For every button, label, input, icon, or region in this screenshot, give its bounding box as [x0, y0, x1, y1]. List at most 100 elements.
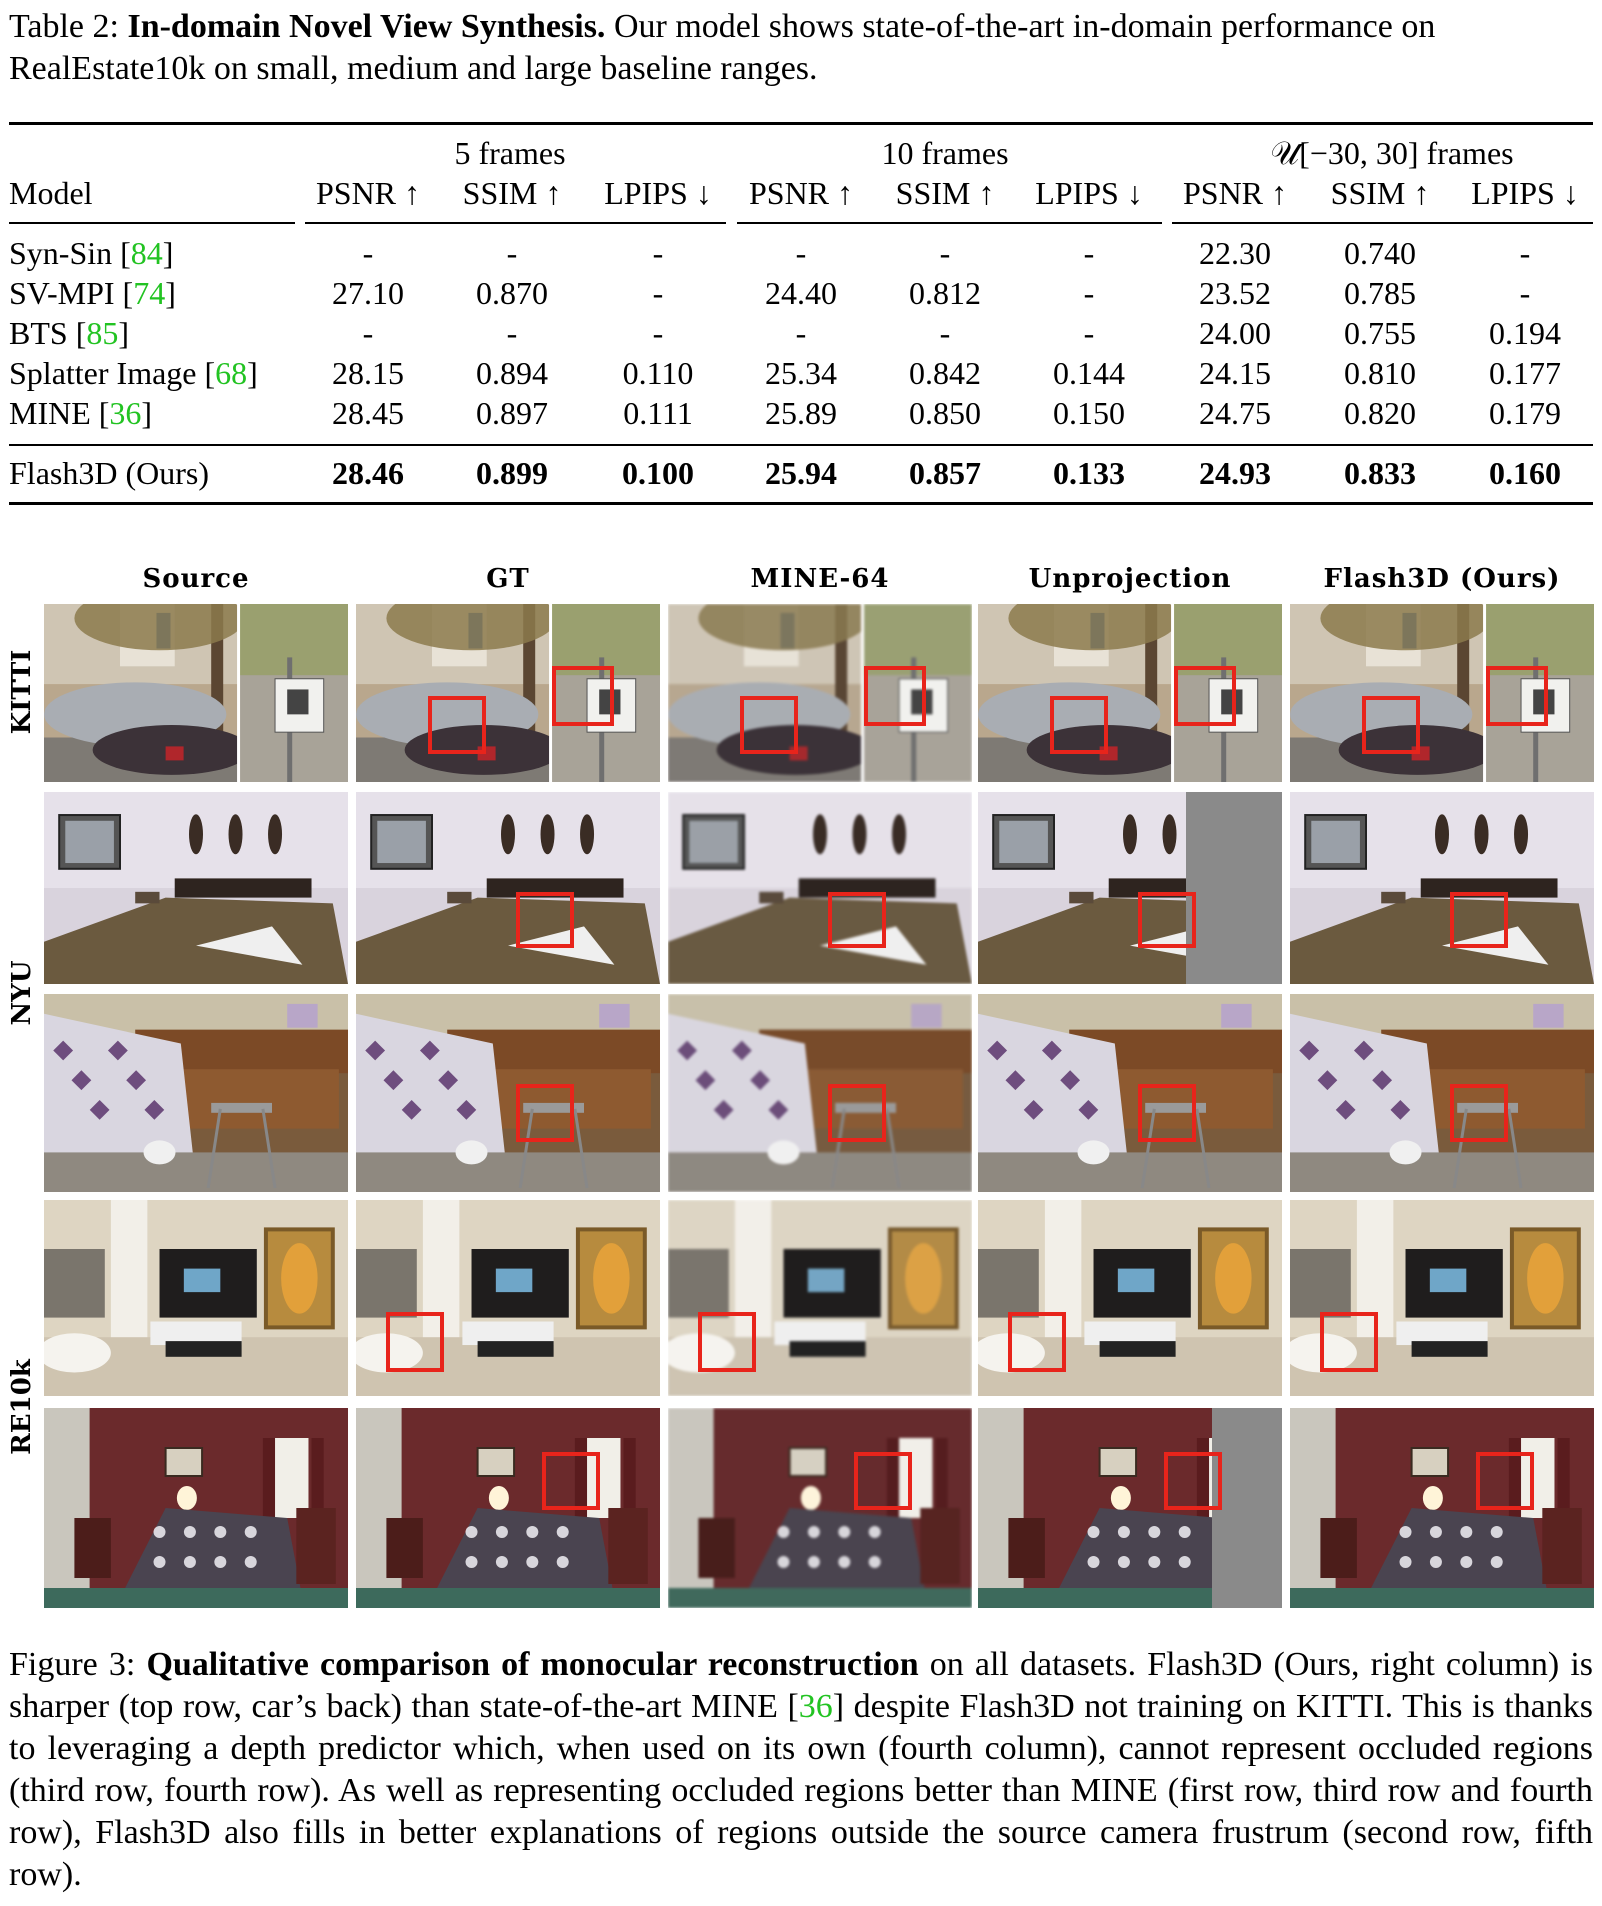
bracket: ]	[162, 235, 174, 271]
group-header-uniform-frames: 𝒰[−30, 30] frames	[1270, 135, 1514, 171]
table-cell-best: 0.899	[476, 455, 548, 491]
figure-tile	[44, 792, 348, 984]
table-cell: 0.820	[1344, 395, 1416, 431]
table-cell: 0.870	[476, 275, 548, 311]
figure-tile	[44, 604, 348, 782]
column-title: GT	[486, 564, 530, 594]
citation-link[interactable]: 84	[130, 235, 163, 271]
highlight-box	[1450, 892, 1508, 948]
figure-tile	[1290, 1200, 1594, 1396]
scene-image	[356, 1200, 660, 1396]
table-cell: 0.897	[476, 395, 548, 431]
table-cell: 27.10	[332, 275, 404, 311]
figure-tile	[356, 994, 660, 1192]
column-title: Flash3D (Ours)	[1323, 564, 1561, 594]
metric-header: PSNR ↑	[748, 175, 854, 211]
table-cell: -	[652, 235, 664, 271]
highlight-box	[1450, 1084, 1508, 1142]
scene-image	[1290, 792, 1594, 984]
highlight-box	[1362, 696, 1420, 754]
table-cell: 25.34	[765, 355, 837, 391]
citation-link[interactable]: 36	[798, 1688, 833, 1725]
scene-image	[668, 994, 972, 1192]
group-rule-model	[9, 222, 295, 224]
caption-title: In-domain Novel View Synthesis.	[127, 8, 606, 45]
table-cell-best: 0.133	[1053, 455, 1125, 491]
table-bottom-rule	[9, 502, 1593, 505]
table-cell: -	[795, 315, 807, 351]
model-name: Splatter Image [68]	[9, 354, 258, 392]
figure-tile	[668, 994, 972, 1192]
table-cell: 28.45	[332, 395, 404, 431]
table-cell-best: 0.160	[1489, 455, 1561, 491]
highlight-box	[1320, 1312, 1378, 1372]
table-cell: 0.194	[1489, 315, 1561, 351]
table-cell: 0.111	[623, 395, 693, 431]
scene-image	[978, 994, 1282, 1192]
table-cell: 0.850	[909, 395, 981, 431]
caption-label: Figure 3:	[9, 1646, 147, 1683]
citation-link[interactable]: 36	[109, 395, 142, 431]
table-cell: 25.89	[765, 395, 837, 431]
table-cell: 0.810	[1344, 355, 1416, 391]
table-cell: 0.755	[1344, 315, 1416, 351]
bracket: ]	[247, 355, 258, 391]
highlight-box	[516, 892, 574, 948]
scene-image	[978, 604, 1282, 782]
figure-tile	[978, 1200, 1282, 1396]
table-cell: -	[362, 315, 374, 351]
figure-tile	[668, 1408, 972, 1608]
highlight-box	[428, 696, 486, 754]
table-cell-best: 0.100	[622, 455, 694, 491]
column-title: Source	[142, 564, 250, 594]
model-name: MINE [36]	[9, 394, 152, 432]
model-name: Syn-Sin [84]	[9, 234, 173, 272]
table-cell: 24.75	[1199, 395, 1271, 431]
model-label: Splatter Image [	[9, 355, 216, 391]
citation-link[interactable]: 68	[215, 355, 248, 391]
citation-link[interactable]: 85	[86, 315, 119, 351]
figure-caption: Figure 3: Qualitative comparison of mono…	[9, 1644, 1593, 1896]
table-cell: -	[506, 315, 518, 351]
figure-tile	[356, 1200, 660, 1396]
group-header-10-frames: 10 frames	[881, 135, 1009, 171]
table-cell: 0.150	[1053, 395, 1125, 431]
model-label: MINE [	[9, 395, 110, 431]
figure-tile	[356, 604, 660, 782]
scene-image	[44, 604, 348, 782]
figure-tile	[44, 994, 348, 1192]
model-label: BTS [	[9, 315, 87, 351]
bracket: ]	[118, 315, 129, 351]
table-cell: 22.30	[1199, 235, 1271, 271]
table-cell: -	[1519, 275, 1531, 311]
highlight-box	[1050, 696, 1108, 754]
table-cell: -	[652, 275, 664, 311]
table-cell: 0.110	[622, 355, 694, 391]
table-cell: 0.894	[476, 355, 548, 391]
citation-link[interactable]: 74	[133, 275, 166, 311]
metric-header: SSIM ↑	[1330, 175, 1430, 211]
scene-image	[668, 792, 972, 984]
table-cell: -	[362, 235, 374, 271]
figure-tile	[1290, 792, 1594, 984]
table-cell: 24.40	[765, 275, 837, 311]
highlight-box	[1008, 1312, 1066, 1372]
figure-tile	[668, 792, 972, 984]
figure-tile	[1290, 1408, 1594, 1608]
bracket: ]	[165, 275, 176, 311]
metric-header: LPIPS ↓	[1035, 175, 1143, 211]
figure-tile	[668, 604, 972, 782]
table-mid-rule	[9, 444, 1593, 446]
scene-image	[356, 792, 660, 984]
table-cell-best: 0.857	[909, 455, 981, 491]
scene-image	[44, 792, 348, 984]
table-cell: 24.15	[1199, 355, 1271, 391]
table-cell: 0.785	[1344, 275, 1416, 311]
metric-header: LPIPS ↓	[604, 175, 712, 211]
scene-image	[668, 1408, 972, 1608]
highlight-box	[864, 666, 926, 726]
caption-title: Qualitative comparison of monocular reco…	[146, 1646, 919, 1683]
unprojected-hole	[1186, 792, 1282, 984]
group-header-5-frames: 5 frames	[454, 135, 566, 171]
caption-label: Table 2:	[9, 8, 128, 45]
